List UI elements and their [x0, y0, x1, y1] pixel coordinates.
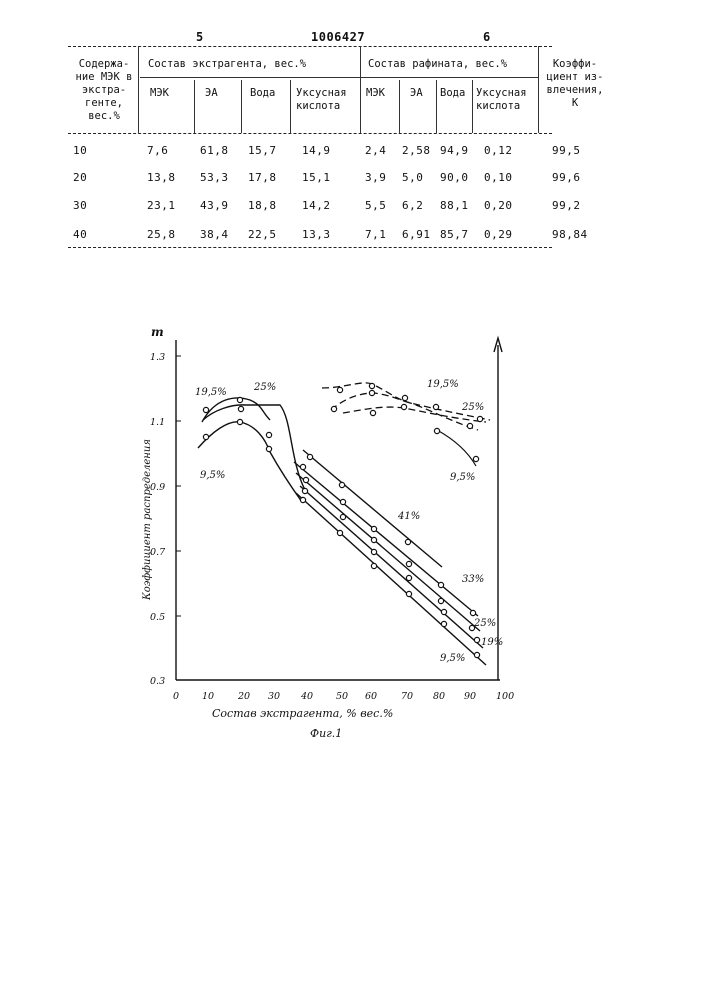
data-point [300, 464, 305, 469]
y-tick: 0.9 [150, 482, 165, 493]
x-tick: 30 [268, 691, 280, 702]
data-point [406, 591, 411, 596]
curve-label: 33% [462, 574, 484, 585]
curve-label: 19,5% [427, 379, 459, 390]
data-point [406, 561, 411, 566]
data-point [237, 397, 242, 402]
y-axis-label: Коэффициент распределения [142, 439, 153, 601]
data-point [441, 621, 446, 626]
data-point [371, 526, 376, 531]
data-point [470, 610, 475, 615]
data-point [477, 416, 482, 421]
data-point [371, 537, 376, 542]
data-point [438, 582, 443, 587]
data-point [474, 637, 479, 642]
data-point [441, 609, 446, 614]
data-point [369, 383, 374, 388]
line-25 [296, 473, 480, 631]
curve-label: 41% [397, 511, 420, 522]
data-point [402, 395, 407, 400]
curve-label: 9,5% [450, 472, 475, 483]
x-tick: 60 [365, 691, 377, 702]
x-tick: 50 [336, 691, 348, 702]
x-tick: 0 [173, 691, 179, 702]
x-tick: 70 [401, 691, 413, 702]
x-tick: 80 [433, 691, 445, 702]
data-point [337, 387, 342, 392]
dashed-tail-left [437, 430, 476, 466]
line-19 [300, 486, 483, 648]
data-point [203, 407, 208, 412]
data-point [401, 404, 406, 409]
data-point [337, 530, 342, 535]
data-point [406, 575, 411, 580]
x-tick: 20 [237, 691, 250, 702]
data-point [238, 406, 243, 411]
data-point [266, 432, 271, 437]
data-point [438, 598, 443, 603]
data-point [405, 539, 410, 544]
data-point [303, 477, 308, 482]
x-tick: 100 [496, 691, 514, 702]
y-tick: 0.7 [150, 547, 166, 558]
data-point [266, 446, 271, 451]
data-point [371, 549, 376, 554]
data-point [369, 390, 374, 395]
data-markers [203, 383, 482, 657]
y-tick: 0.3 [150, 676, 165, 687]
y-tick: 0.5 [150, 612, 165, 623]
y-tick: 1.3 [150, 352, 165, 363]
x-tick: 10 [202, 691, 214, 702]
curve-label: 9,5% [440, 653, 465, 664]
curve-left-9-5 [198, 422, 302, 502]
data-point [433, 404, 438, 409]
data-point [340, 499, 345, 504]
x-tick: 90 [464, 691, 476, 702]
y-axis-symbol: m [151, 325, 164, 339]
figure-caption: Фиг.1 [310, 727, 342, 740]
curve-label: 19% [481, 637, 503, 648]
y-tick: 1.1 [150, 417, 165, 428]
data-point [203, 434, 208, 439]
data-point [473, 456, 478, 461]
curve-left-19-5 [202, 398, 270, 422]
data-point [467, 423, 472, 428]
data-point [474, 652, 479, 657]
x-tick: 40 [300, 691, 313, 702]
data-point [307, 454, 312, 459]
x-axis-label: Состав экстрагента, % вес.% [212, 707, 393, 720]
curve-label: 25% [461, 402, 484, 413]
data-point [331, 406, 336, 411]
data-point [300, 497, 305, 502]
data-point [339, 482, 344, 487]
line-33 [294, 462, 478, 616]
curve-label: 19,5% [195, 387, 227, 398]
curve-label: 25% [473, 618, 496, 629]
data-point [302, 488, 307, 493]
data-point [237, 419, 242, 424]
line-9-5 [296, 493, 486, 665]
curve-label: 25% [253, 382, 276, 393]
data-point [434, 428, 439, 433]
curve-label: 9,5% [200, 470, 225, 481]
data-point [370, 410, 375, 415]
data-point [340, 514, 345, 519]
distribution-coefficient-figure: m Коэффициент распределения Состав экстр… [0, 0, 707, 760]
data-point [371, 563, 376, 568]
